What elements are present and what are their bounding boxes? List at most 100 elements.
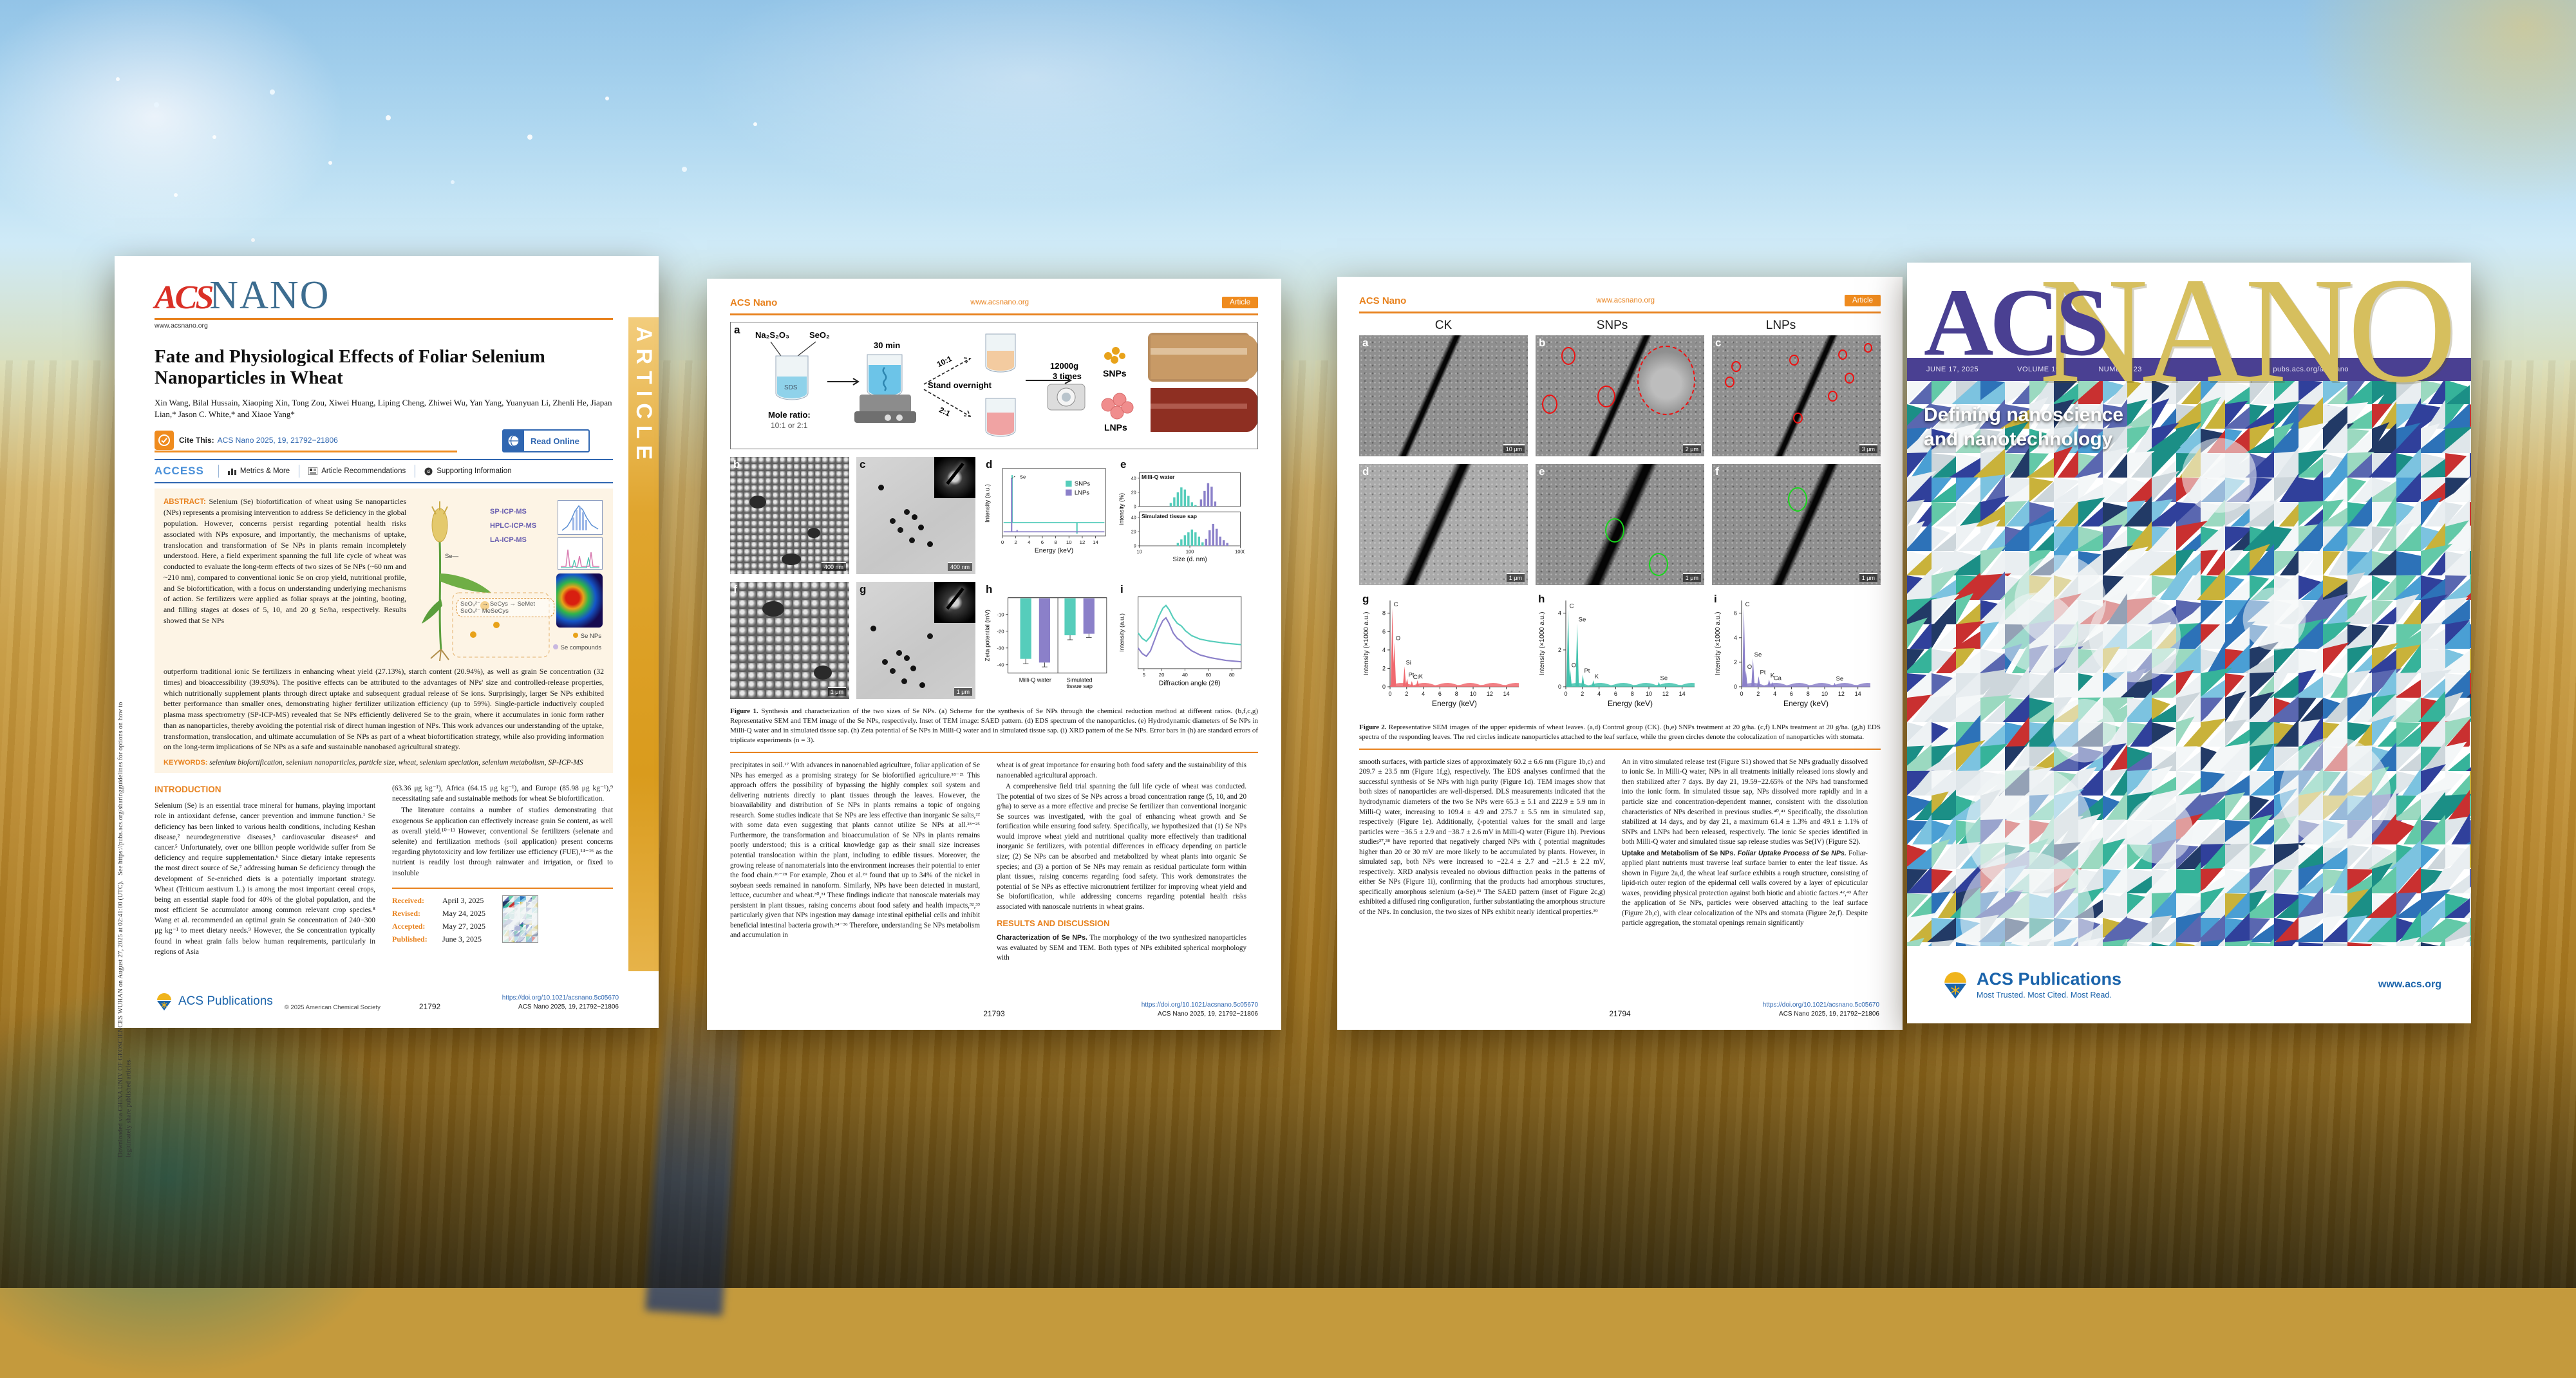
panel-letter: f (733, 582, 737, 595)
svg-text:4: 4 (1422, 691, 1425, 697)
svg-text:2: 2 (1382, 665, 1386, 671)
journal-reference: ACS Nano 2025, 19, 21792−21806 (1779, 1010, 1879, 1018)
cover-art-mosaic (1907, 380, 2471, 946)
body-column-2: An in vitro simulated release test (Figu… (1622, 758, 1868, 987)
article-type-label: ARTICLE (632, 326, 656, 467)
treatment-column-labels: CK SNPs LNPs (1359, 319, 1881, 333)
svg-text:Intensity (×1000 a.u.): Intensity (×1000 a.u.) (1538, 611, 1546, 675)
scale-bar: 400 nm (947, 561, 972, 571)
figure1-panel-i-xrd: i 5 20 40 60 80 Diffraction angle (2θ) Intensi… (1117, 582, 1245, 699)
uptake-paragraph: Uptake and Metabolism of Se NPs. Foliar … (1622, 849, 1868, 927)
figure1-panel-h-zeta: h -10 -20 -30 -40 Milli-Q water Simulated tiss… (982, 582, 1110, 699)
journal-cover: JUNE 17, 2025 VOLUME 19 NUMBER 23 pubs.a… (1907, 263, 2471, 1023)
svg-text:0: 0 (1558, 684, 1561, 690)
acs-publications-logo: ACS Publications (155, 992, 273, 1011)
svg-text:Zeta potential (mV): Zeta potential (mV) (984, 610, 991, 661)
graphical-abstract: SP-ICP-MS HPLC-ICP-MS LA-ICP-MS Se— SeO₃… (414, 496, 604, 663)
cite-label: Cite This: (179, 435, 214, 445)
svg-text:4: 4 (1028, 539, 1031, 545)
svg-text:2: 2 (1734, 658, 1737, 665)
acs-url[interactable]: www.acs.org (2378, 979, 2441, 990)
svg-text:6: 6 (1614, 691, 1617, 697)
journal-logo-nano: NANO (209, 274, 330, 317)
read-online-button[interactable]: Read Online (502, 429, 590, 453)
svg-text:2: 2 (1581, 691, 1584, 697)
page-number: 21793 (983, 1009, 1005, 1018)
np-circle (1725, 376, 1735, 387)
copyright: © 2025 American Chemical Society (284, 1004, 381, 1011)
paper-page-3: ACS Nano www.acsnano.org Article CK SNPs… (1337, 277, 1903, 1030)
journal-url[interactable]: www.acsnano.org (1596, 297, 1655, 304)
journal-url[interactable]: www.acsnano.org (970, 299, 1029, 306)
svg-text:Se: Se (1579, 616, 1586, 623)
size-distribution-thumbnail (558, 500, 603, 535)
acs-publications-tagline: Most Trusted. Most Cited. Most Read. (1977, 990, 2112, 1000)
cite-this[interactable]: Cite This: ACS Nano 2025, 19, 21792−2180… (155, 429, 457, 453)
introduction-paragraph-3: The literature contains a number of stud… (392, 806, 613, 877)
access-link[interactable]: ACCESS (155, 465, 204, 478)
svg-text:Se: Se (1660, 675, 1668, 682)
cover-tagline-line2: and nanotechnology (1924, 428, 2113, 450)
svg-text:0: 0 (1134, 505, 1136, 509)
metrics-link[interactable]: Metrics & More (227, 467, 290, 476)
np-circle (1828, 390, 1838, 402)
svg-text:tissue sap: tissue sap (1066, 683, 1093, 689)
globe-icon (503, 431, 524, 452)
bokeh-sparkles (116, 77, 120, 81)
la-icp-ms-heatmap (556, 573, 603, 628)
svg-text:Se: Se (1754, 651, 1762, 658)
svg-text:Si: Si (1406, 659, 1411, 666)
body-paragraph: wheat is of great importance for ensurin… (997, 761, 1246, 779)
svg-text:Pt: Pt (1584, 667, 1590, 675)
introduction-paragraph-1: Selenium (Se) is an essential trace mine… (155, 802, 375, 956)
body-column-1: smooth surfaces, with particle sizes of … (1359, 758, 1605, 916)
keywords-text: selenium biofortification, selenium nano… (209, 759, 583, 767)
legend-se-compounds: Se compounds (552, 644, 601, 651)
svg-text:2: 2 (1405, 691, 1408, 697)
label-la-icp-ms: LA-ICP-MS (490, 536, 527, 545)
svg-text:8: 8 (1455, 691, 1458, 697)
panel-letter: f (1715, 465, 1719, 478)
issue-url[interactable]: pubs.acs.org/acsnano (2273, 366, 2349, 373)
svg-text:5: 5 (1143, 671, 1145, 677)
size-distribution-chart: Milli-Q water 0 20 40 Simulated tissue sap 0 2… (1118, 472, 1246, 563)
scale-bar: 1 μm (954, 686, 972, 696)
uptake-sublead: Foliar Uptake Process of Se NPs. (1735, 849, 1847, 857)
figure2-panel-g-eds: g 0 2 4 6 8 10 12 14 0 2 4 6 8 C O Si Pt Cl K Energy (keV) I… (1359, 591, 1528, 715)
svg-text:Intensity (a.u.): Intensity (a.u.) (1118, 613, 1125, 651)
svg-text:Stand overnight: Stand overnight (928, 380, 992, 390)
panel-letter: g (1362, 592, 1369, 605)
doi-link[interactable]: https://doi.org/10.1021/acsnano.5c05670 (1762, 1001, 1879, 1009)
panel-letter: d (986, 458, 993, 470)
svg-text:C: C (1394, 601, 1398, 608)
doi-link[interactable]: https://doi.org/10.1021/acsnano.5c05670 (502, 994, 619, 1001)
doi-link[interactable]: https://doi.org/10.1021/acsnano.5c05670 (1141, 1001, 1258, 1009)
intro-column-2: (63.36 μg kg⁻¹), Africa (64.15 μg kg⁻¹),… (392, 783, 613, 957)
np-circle (1731, 360, 1741, 372)
recommendations-link[interactable]: Article Recommendations (308, 467, 406, 476)
svg-text:-40: -40 (997, 662, 1004, 667)
eds-spectrum-chart: 0 2 4 6 8 10 12 14 Se SNPs LNPs Energy (keV) Intensi… (984, 467, 1106, 554)
svg-text:4: 4 (1773, 691, 1776, 697)
svg-text:2: 2 (1014, 539, 1017, 545)
cite-reference[interactable]: ACS Nano 2025, 19, 21792−21806 (217, 435, 338, 445)
figure1-panel-a: a Na₂S₂O₃ SeO₂ SDS Mole ratio: 10:1 or 2… (730, 321, 1260, 449)
svg-text:12: 12 (1662, 691, 1669, 697)
acs-publications-label[interactable]: ACS Publications (178, 994, 273, 1008)
acs-publications-label[interactable]: ACS Publications (1977, 969, 2122, 989)
svg-text:SNPs: SNPs (1075, 480, 1090, 487)
scale-bar: 400 nm (821, 561, 846, 571)
journal-url[interactable]: www.acsnano.org (155, 322, 208, 330)
np-circle (1793, 412, 1803, 424)
abstract-body-left: Selenium (Se) biofortification of wheat … (164, 497, 406, 625)
np-circle (1597, 385, 1615, 407)
np-circle (1845, 372, 1854, 384)
svg-text:Mole ratio:: Mole ratio: (768, 410, 811, 420)
supporting-info-label: Supporting Information (437, 467, 512, 476)
supporting-info-link[interactable]: si Supporting Information (424, 467, 512, 476)
svg-text:4: 4 (1597, 691, 1601, 697)
svg-text:10:1: 10:1 (935, 353, 954, 368)
bar-chart-icon (227, 469, 236, 476)
scale-bar: 1 μm (827, 686, 846, 696)
svg-text:14: 14 (1679, 691, 1686, 697)
